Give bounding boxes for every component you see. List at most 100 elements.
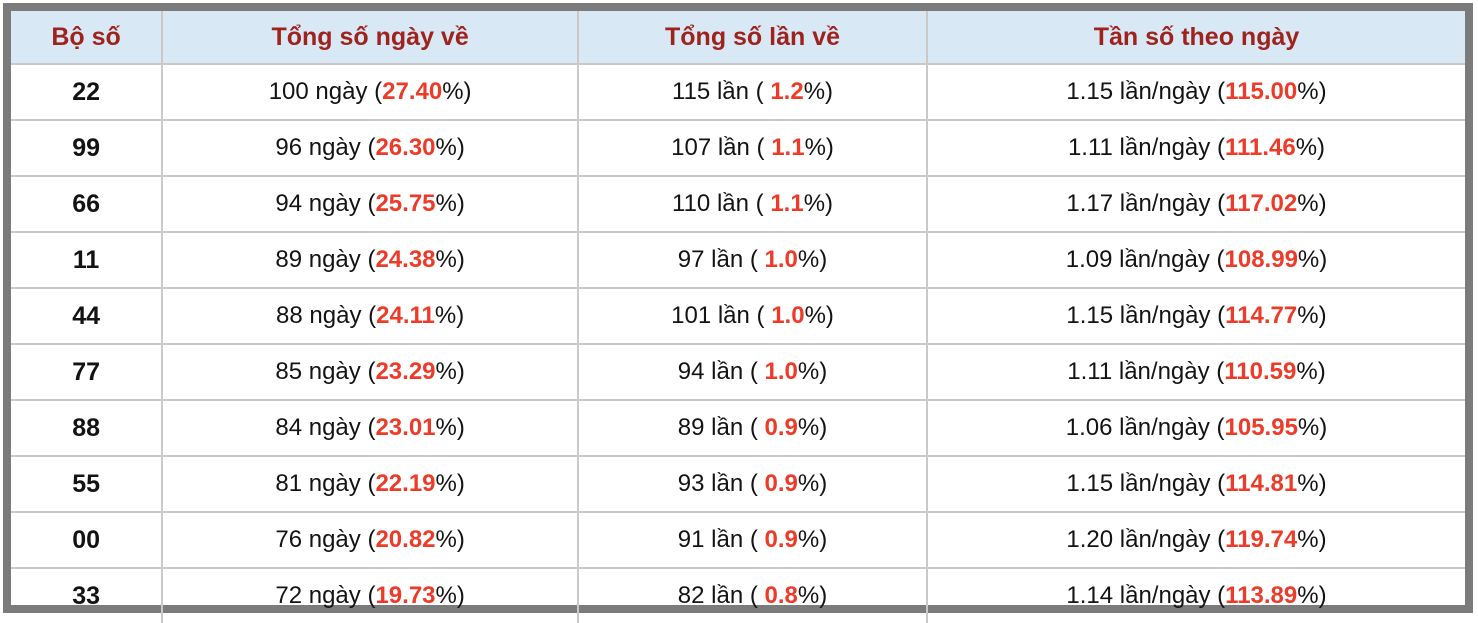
freq-percent: 110.59: [1224, 358, 1297, 385]
pair-cell: 44: [11, 287, 163, 344]
days-suffix: %): [435, 582, 465, 609]
days-text: 89 ngày (: [275, 246, 376, 273]
freq-percent: 105.95: [1224, 414, 1298, 441]
times-suffix: %): [797, 582, 828, 609]
pair-number: 22: [72, 77, 100, 106]
days-cell: 96 ngày (26.30%): [161, 119, 579, 176]
days-suffix: %): [435, 246, 465, 273]
days-percent: 23.29: [375, 358, 436, 385]
times-percent: 0.9: [764, 470, 798, 497]
freq-suffix: %): [1297, 190, 1327, 217]
freq-percent: 115.00: [1225, 78, 1298, 105]
freq-text: 1.17 lần/ngày (: [1066, 190, 1226, 217]
times-cell: 110 lần ( 1.1%): [577, 175, 927, 232]
times-suffix: %): [797, 358, 828, 385]
freq-suffix: %): [1297, 470, 1327, 497]
col-header-days: Tổng số ngày về: [161, 11, 579, 65]
days-percent: 26.30: [375, 134, 436, 161]
freq-text: 1.06 lần/ngày (: [1065, 414, 1225, 441]
freq-text: 1.15 lần/ngày (: [1066, 78, 1226, 105]
days-text: 76 ngày (: [275, 526, 376, 553]
table-header: Bộ số Tổng số ngày về Tổng số lần về Tần…: [11, 11, 1465, 65]
times-cell: 107 lần ( 1.1%): [577, 119, 927, 176]
freq-cell: 1.09 lần/ngày (108.99%): [926, 231, 1465, 288]
freq-percent: 117.02: [1225, 190, 1298, 217]
days-percent: 19.73: [375, 582, 436, 609]
freq-cell: 1.14 lần/ngày (113.89%): [926, 567, 1465, 623]
times-percent: 1.0: [764, 358, 798, 385]
pair-number: 44: [72, 301, 100, 330]
freq-text: 1.20 lần/ngày (: [1066, 526, 1226, 553]
pair-cell: 22: [11, 64, 162, 120]
days-text: 100 ngày (: [268, 78, 383, 105]
days-text: 84 ngày (: [275, 414, 376, 441]
days-percent: 24.11: [376, 302, 435, 329]
days-suffix: %): [442, 78, 472, 105]
days-percent: 23.01: [375, 414, 436, 441]
freq-text: 1.15 lần/ngày (: [1066, 470, 1226, 497]
times-percent: 0.8: [764, 582, 798, 609]
pair-cell: 77: [11, 343, 163, 400]
freq-percent: 119.74: [1225, 526, 1298, 553]
days-suffix: %): [435, 414, 465, 441]
days-cell: 100 ngày (27.40%): [161, 64, 579, 120]
pair-cell: 11: [11, 231, 163, 288]
pair-number: 11: [72, 245, 100, 274]
times-suffix: %): [797, 526, 828, 553]
pair-number: 99: [72, 133, 100, 162]
freq-suffix: %): [1295, 134, 1326, 161]
times-cell: 115 lần ( 1.2%): [577, 64, 927, 120]
freq-cell: 1.06 lần/ngày (105.95%): [926, 399, 1465, 456]
times-suffix: %): [803, 78, 834, 105]
times-text: 94 lần (: [677, 358, 765, 385]
freq-suffix: %): [1297, 582, 1327, 609]
times-suffix: %): [797, 414, 828, 441]
days-percent: 25.75: [375, 190, 436, 217]
days-percent: 27.40: [382, 78, 443, 105]
times-text: 115 lần (: [672, 78, 771, 105]
times-suffix: %): [804, 134, 834, 161]
times-percent: 1.2: [770, 78, 804, 105]
days-suffix: %): [435, 470, 465, 497]
days-cell: 88 ngày (24.11%): [161, 287, 579, 344]
days-text: 81 ngày (: [275, 470, 376, 497]
freq-suffix: %): [1297, 526, 1327, 553]
pair-number: 00: [72, 525, 100, 554]
table-body: 22 100 ngày (27.40%) 115 lần ( 1.2%) 1.1…: [11, 64, 1465, 623]
pair-cell: 00: [11, 511, 163, 568]
days-suffix: %): [435, 358, 465, 385]
times-text: 101 lần (: [671, 302, 772, 329]
times-cell: 101 lần ( 1.0%): [577, 287, 927, 344]
freq-suffix: %): [1296, 358, 1326, 385]
freq-cell: 1.11 lần/ngày (110.59%): [926, 343, 1465, 400]
pair-cell: 66: [11, 175, 163, 232]
times-percent: 1.1: [770, 190, 804, 217]
col-header-freq: Tần số theo ngày: [926, 11, 1465, 65]
times-text: 91 lần (: [677, 526, 765, 553]
times-percent: 1.0: [771, 302, 805, 329]
days-text: 85 ngày (: [275, 358, 376, 385]
times-suffix: %): [804, 302, 834, 329]
table-row: 77 85 ngày (23.29%) 94 lần ( 1.0%) 1.11 …: [11, 343, 1465, 400]
times-suffix: %): [803, 190, 834, 217]
times-text: 110 lần (: [672, 190, 771, 217]
pair-cell: 55: [11, 455, 163, 512]
table-row: 00 76 ngày (20.82%) 91 lần ( 0.9%) 1.20 …: [11, 511, 1465, 568]
days-cell: 89 ngày (24.38%): [161, 231, 579, 288]
times-cell: 93 lần ( 0.9%): [577, 455, 927, 512]
days-text: 72 ngày (: [275, 582, 376, 609]
times-percent: 0.9: [764, 526, 798, 553]
table-row: 99 96 ngày (26.30%) 107 lần ( 1.1%) 1.11…: [11, 119, 1465, 176]
times-suffix: %): [797, 246, 828, 273]
times-cell: 82 lần ( 0.8%): [577, 567, 927, 623]
days-cell: 94 ngày (25.75%): [161, 175, 579, 232]
days-text: 88 ngày (: [276, 302, 377, 329]
freq-cell: 1.20 lần/ngày (119.74%): [926, 511, 1465, 568]
times-cell: 89 lần ( 0.9%): [577, 399, 927, 456]
times-text: 97 lần (: [677, 246, 765, 273]
freq-suffix: %): [1297, 78, 1327, 105]
lottery-stats-frame: Bộ số Tổng số ngày về Tổng số lần về Tần…: [3, 3, 1473, 623]
pair-number: 55: [72, 469, 100, 498]
freq-percent: 114.81: [1225, 470, 1298, 497]
days-suffix: %): [435, 526, 465, 553]
